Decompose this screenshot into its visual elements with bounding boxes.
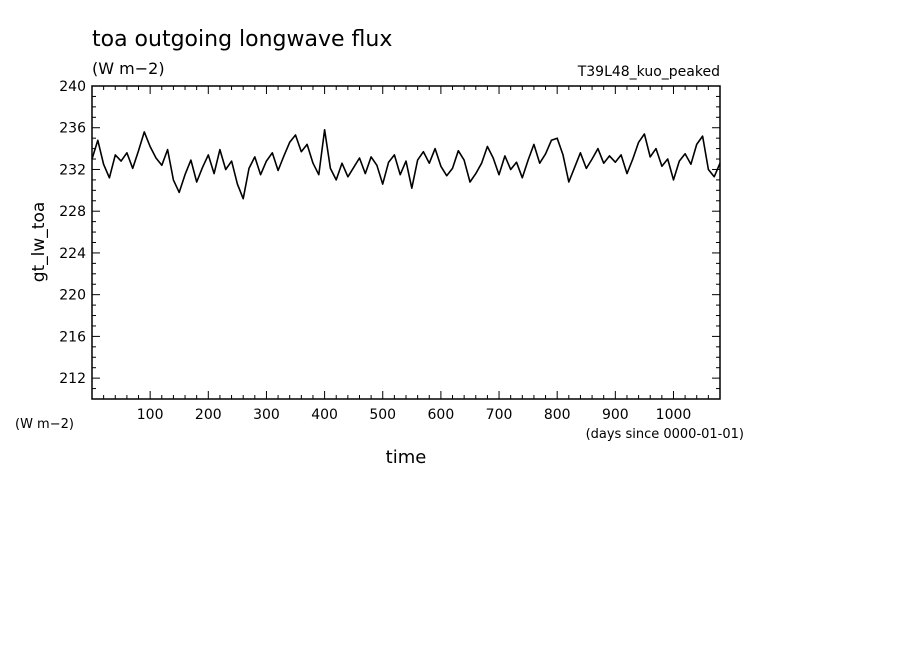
- x-units-label: (days since 0000-01-01): [586, 427, 744, 442]
- x-tick-label: 100: [137, 407, 164, 423]
- x-tick-label: 700: [486, 407, 513, 423]
- y-tick-labels: 212 216 220 224 228 232 236 240: [59, 79, 86, 387]
- x-tick-label: 1000: [656, 407, 692, 423]
- chart-units-subtitle: (W m−2): [92, 59, 165, 78]
- series-line: [91, 129, 721, 200]
- chart-title: toa outgoing longwave flux: [92, 27, 392, 52]
- experiment-label: T39L48_kuo_peaked: [577, 64, 720, 80]
- y-tick-label: 224: [59, 246, 86, 262]
- x-tick-label: 200: [195, 407, 222, 423]
- y-axis-label: gt_lw_toa: [29, 202, 49, 283]
- x-tick-label: 900: [602, 407, 629, 423]
- y-tick-label: 236: [59, 121, 86, 137]
- y-tick-label: 212: [59, 371, 86, 387]
- x-tick-label: 500: [369, 407, 396, 423]
- y-tick-label: 240: [59, 79, 86, 95]
- y-units-label: (W m−2): [15, 417, 74, 432]
- y-tick-label: 216: [59, 329, 86, 345]
- y-tick-label: 228: [59, 204, 86, 220]
- x-axis-label: time: [386, 447, 427, 468]
- x-tick-label: 800: [544, 407, 571, 423]
- y-tick-label: 220: [59, 288, 86, 304]
- x-tick-label: 300: [253, 407, 280, 423]
- x-tick-label: 400: [311, 407, 338, 423]
- x-tick-labels: 100 200 300 400 500 600 700 800 900 1000: [137, 407, 692, 423]
- x-tick-label: 600: [428, 407, 455, 423]
- plot-frame: [91, 85, 721, 400]
- y-tick-label: 232: [59, 162, 86, 178]
- ticks: [92, 86, 720, 399]
